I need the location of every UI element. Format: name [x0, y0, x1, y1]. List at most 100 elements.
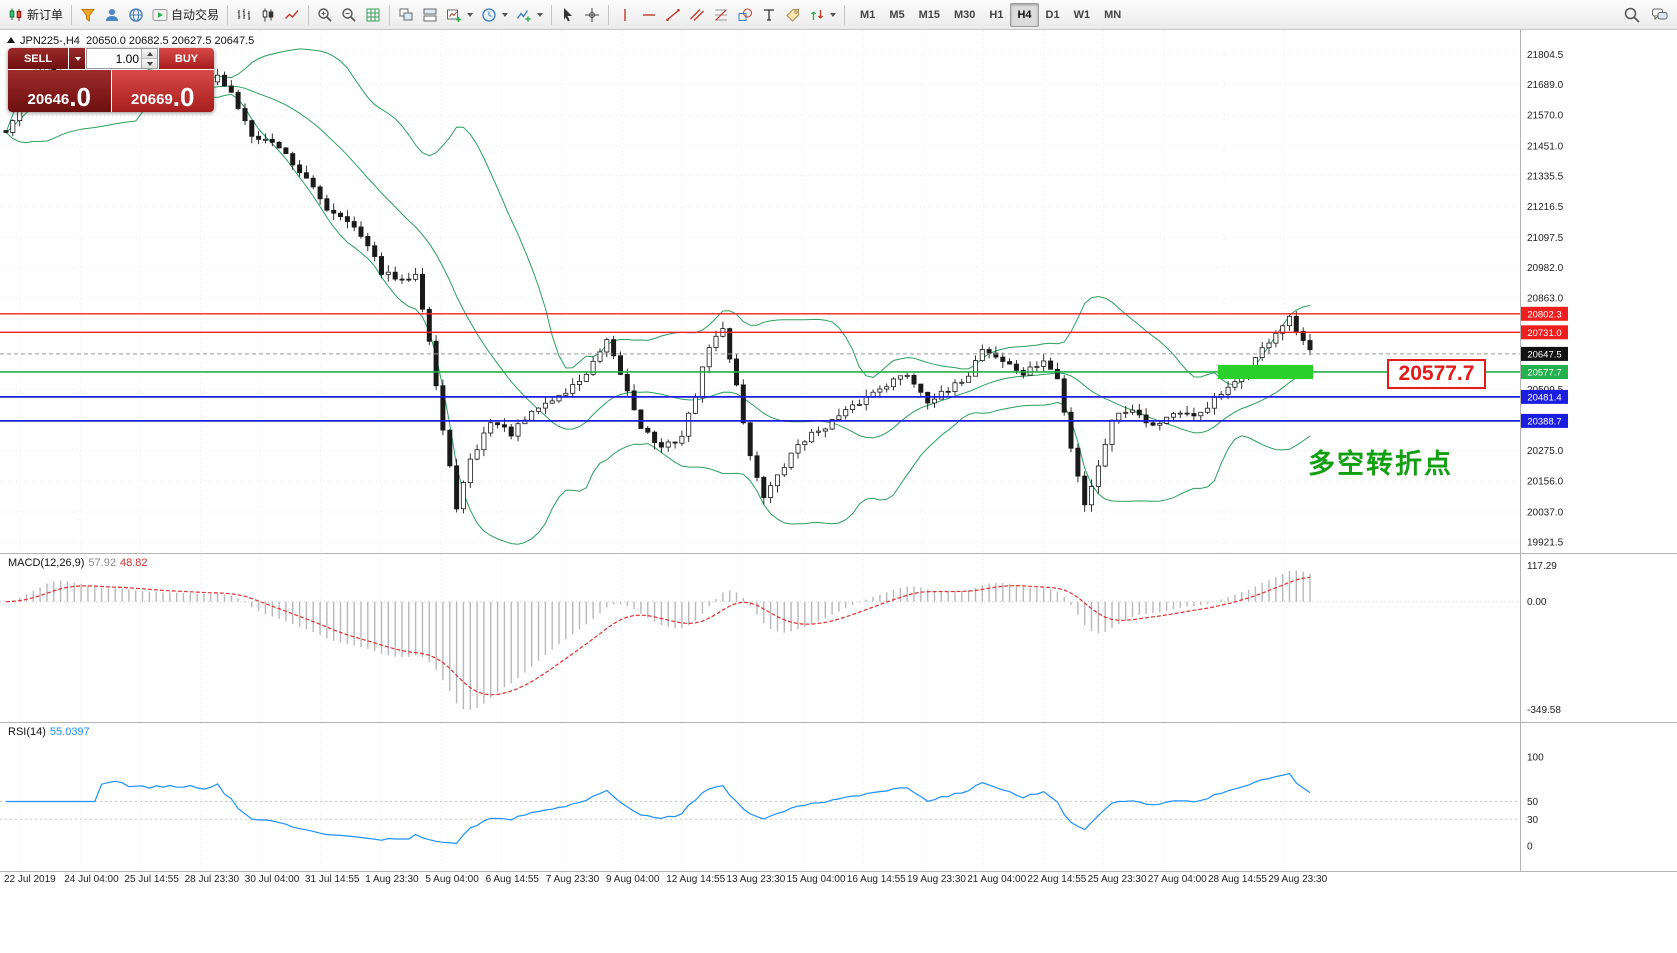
price-axis-label: 21804.5	[1527, 50, 1564, 61]
sell-price: 20646	[27, 90, 70, 108]
price-badge	[1521, 365, 1568, 379]
zoom-in-button[interactable]	[313, 3, 337, 27]
sell-label-button[interactable]: SELL	[8, 48, 68, 69]
bar-chart-button[interactable]	[232, 3, 256, 27]
user-icon	[104, 7, 120, 23]
timeframes-clock-button[interactable]	[477, 3, 512, 27]
candle-body	[1287, 315, 1293, 327]
shapes-button[interactable]	[733, 3, 757, 27]
candle-body	[822, 428, 828, 432]
spin-up-icon[interactable]	[142, 49, 157, 59]
search-button[interactable]	[1619, 3, 1645, 27]
candle-body	[1300, 330, 1306, 341]
spin-down-icon[interactable]	[142, 59, 157, 68]
lot-field	[86, 48, 158, 69]
fibonacci-button[interactable]	[709, 3, 733, 27]
price-badge	[1521, 325, 1568, 340]
vertical-line-button[interactable]	[613, 3, 637, 27]
candle-body	[317, 186, 323, 200]
candle-body	[638, 409, 644, 429]
arrows-tool-button[interactable]	[805, 3, 840, 27]
candle-body	[249, 120, 255, 137]
new-chart-button[interactable]	[442, 3, 477, 27]
timeframe-button-m1[interactable]: M1	[860, 8, 876, 21]
line-chart-button[interactable]	[280, 3, 304, 27]
add-indicator-button[interactable]	[512, 3, 547, 27]
buy-button[interactable]: 20669.0	[111, 70, 214, 112]
candle-body	[1027, 366, 1033, 376]
candle-body	[426, 308, 432, 342]
toolbar-separator	[71, 4, 73, 25]
candle-body	[474, 449, 480, 460]
candle-body	[788, 452, 794, 468]
funnel-icon	[80, 7, 96, 23]
candle-body	[358, 226, 364, 237]
timeframe-button-m15[interactable]: M15	[918, 8, 940, 21]
lot-size-input[interactable]	[87, 49, 141, 68]
candle-body	[1280, 325, 1286, 334]
cascade-windows-button[interactable]	[394, 3, 418, 27]
channel-button[interactable]	[685, 3, 709, 27]
rsi-axis-label: 100	[1527, 753, 1544, 764]
candle-body	[761, 476, 767, 498]
globe-button[interactable]	[124, 3, 148, 27]
candle-body	[706, 347, 712, 368]
cursor-button[interactable]	[556, 3, 580, 27]
candle-body	[809, 431, 815, 443]
candle-body	[1000, 356, 1006, 362]
chart-collapse-icon[interactable]	[7, 37, 15, 43]
timeframe-button-h1[interactable]: H1	[989, 8, 1004, 21]
time-axis-label: 27 Aug 04:00	[1148, 874, 1207, 885]
candle-body	[1034, 366, 1040, 368]
candle-body	[324, 198, 330, 211]
macd-main-value: 57.92	[88, 557, 116, 569]
toolbar-separator	[551, 4, 553, 25]
candle-body	[945, 390, 951, 393]
pivot-zone-rect[interactable]	[1218, 364, 1313, 380]
user-button[interactable]	[100, 3, 124, 27]
candle-body	[310, 177, 316, 188]
text-tool-button[interactable]	[757, 3, 781, 27]
timeframe-button-w1[interactable]: W1	[1073, 8, 1091, 21]
tile-windows-button[interactable]	[418, 3, 442, 27]
timeframe-button-d1[interactable]: D1	[1045, 8, 1060, 21]
trade-options-dropdown[interactable]	[69, 48, 85, 69]
macd-name: MACD(12,26,9)	[8, 557, 85, 569]
time-axis-label: 13 Aug 23:30	[726, 874, 785, 885]
candle-body	[1150, 422, 1156, 426]
time-axis-label: 31 Jul 14:55	[305, 874, 360, 885]
candle-body	[269, 138, 275, 143]
grid-button[interactable]	[361, 3, 385, 27]
sell-button[interactable]: 20646.0	[8, 70, 111, 112]
candlestick-chart-button[interactable]	[256, 3, 280, 27]
horizontal-line-button[interactable]	[637, 3, 661, 27]
time-axis-label: 19 Aug 23:30	[907, 874, 966, 885]
candlestick-chart-icon	[260, 7, 276, 23]
autotrade-button[interactable]: 自动交易	[148, 3, 223, 27]
crosshair-button[interactable]	[580, 3, 604, 27]
price-callout-box[interactable]: 20577.7	[1387, 359, 1486, 389]
zoom-out-button[interactable]	[337, 3, 361, 27]
new-order-button[interactable]: 新订单	[4, 3, 67, 27]
timeframe-button-m30[interactable]: M30	[954, 8, 976, 21]
macd-axis-label: -349.58	[1527, 705, 1561, 716]
trendline-button[interactable]	[661, 3, 685, 27]
timeframe-button-h4[interactable]: H4	[1010, 2, 1039, 27]
candle-body	[365, 235, 371, 247]
candle-body	[959, 381, 965, 384]
chat-button[interactable]	[1647, 3, 1673, 27]
pivot-annotation-text[interactable]: 多空转折点	[1308, 449, 1453, 479]
timeframe-button-m5[interactable]: M5	[889, 8, 905, 21]
bar-chart-icon	[236, 7, 252, 23]
time-axis-label: 15 Aug 04:00	[787, 874, 846, 885]
buy-label-button[interactable]: BUY	[159, 48, 214, 69]
price-axis-label: 21689.0	[1527, 80, 1564, 91]
timeframe-button-mn[interactable]: MN	[1104, 8, 1122, 21]
candle-body	[399, 278, 405, 281]
label-tool-button[interactable]	[781, 3, 805, 27]
time-axis-label: 28 Jul 23:30	[185, 874, 240, 885]
candle-body	[911, 374, 917, 385]
sell-label: SELL	[23, 52, 53, 65]
funnel-button[interactable]	[76, 3, 100, 27]
